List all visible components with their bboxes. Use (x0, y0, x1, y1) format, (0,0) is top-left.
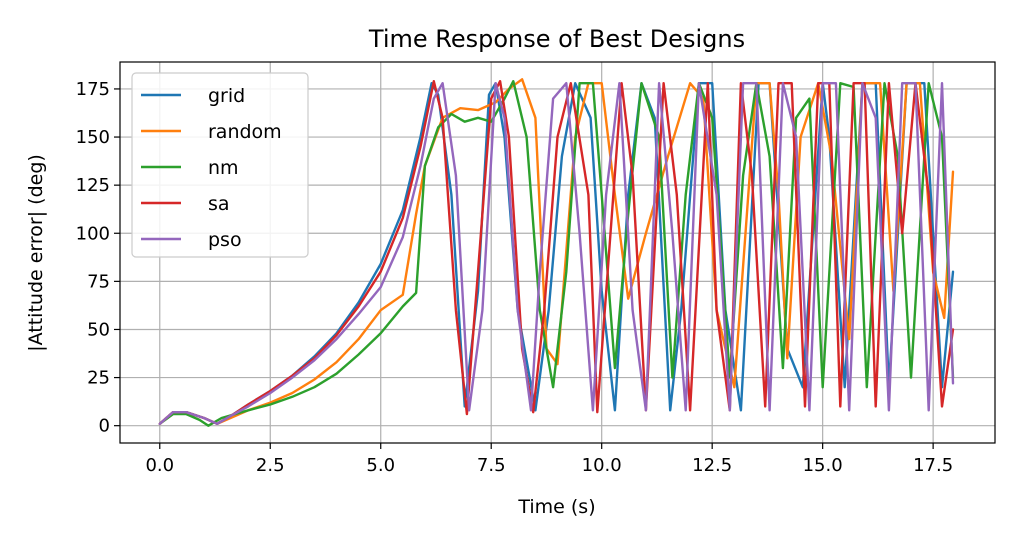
y-tick-label: 75 (87, 271, 110, 292)
x-tick-label: 5.0 (366, 455, 395, 476)
chart-title: Time Response of Best Designs (368, 25, 745, 53)
series-line-sa (158, 79, 955, 425)
y-tick-label: 50 (87, 319, 110, 340)
series-line-pso (158, 81, 955, 425)
y-tick-label: 25 (87, 368, 110, 389)
y-axis-label: |Attitude error| (deg) (25, 154, 47, 352)
legend-label-pso: pso (208, 229, 242, 251)
legend-label-nm: nm (208, 157, 239, 179)
y-tick-label: 175 (76, 79, 110, 100)
legend: grid random nm sa pso (131, 72, 309, 258)
series-line-nm (158, 79, 955, 427)
y-tick-label: 125 (76, 175, 110, 196)
x-tick-label: 17.5 (913, 455, 953, 476)
plot-lines (158, 78, 955, 427)
legend-label-sa: sa (208, 193, 230, 215)
plot-frame (119, 61, 996, 444)
x-axis: 0.0 2.5 5.0 7.5 10.0 12.5 15.0 17.5 (145, 443, 953, 476)
legend-label-random: random (208, 121, 282, 143)
x-tick-label: 12.5 (692, 455, 732, 476)
legend-box (131, 72, 309, 258)
y-axis: 0 25 50 75 100 125 150 175 (76, 79, 120, 437)
y-tick-label: 0 (99, 416, 110, 437)
series-line-random (158, 78, 955, 425)
y-tick-label: 150 (76, 127, 110, 148)
x-tick-label: 2.5 (256, 455, 285, 476)
x-tick-label: 0.0 (145, 455, 174, 476)
x-tick-label: 10.0 (582, 455, 622, 476)
x-axis-label: Time (s) (517, 496, 595, 518)
x-tick-label: 15.0 (803, 455, 843, 476)
x-tick-label: 7.5 (477, 455, 506, 476)
legend-label-grid: grid (208, 85, 245, 107)
y-tick-label: 100 (76, 223, 110, 244)
